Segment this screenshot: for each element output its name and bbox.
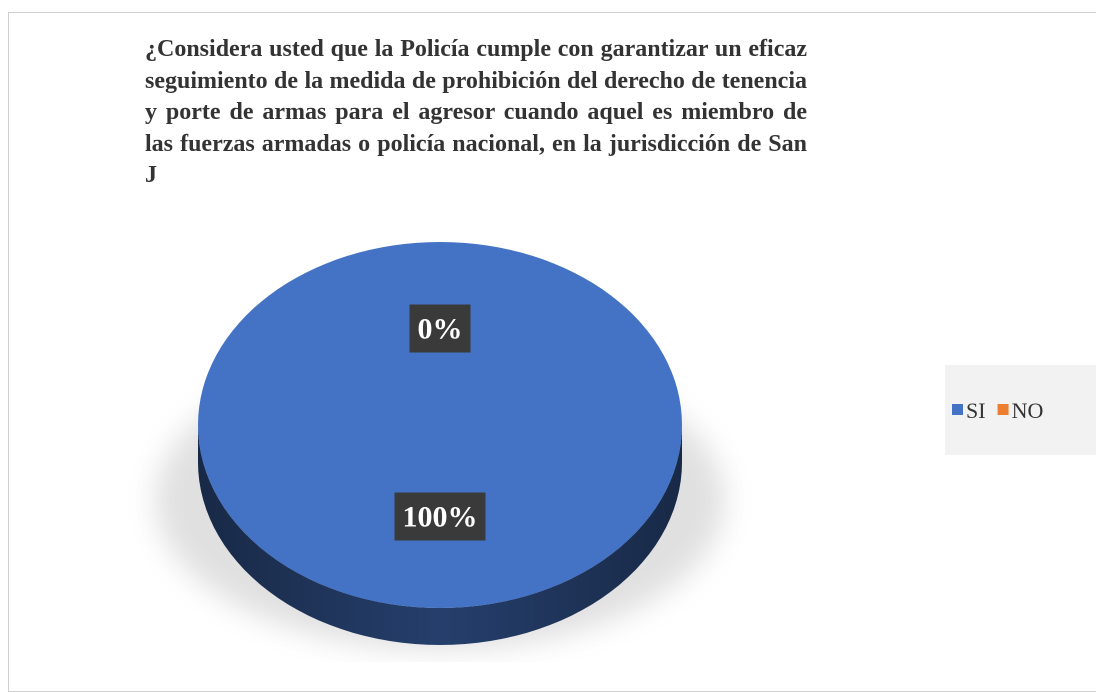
data-label-text: 0%	[418, 313, 463, 346]
page: ¿Considera usted que la Policía cumple c…	[8, 12, 1096, 692]
data-label: 100%	[394, 492, 486, 541]
pie-slice	[198, 242, 682, 608]
data-label-box	[409, 304, 471, 353]
legend-label: SI	[966, 398, 986, 423]
data-label-box	[394, 492, 486, 541]
chart-title: ¿Considera usted que la Policía cumple c…	[145, 36, 807, 188]
legend-swatch	[997, 404, 1009, 415]
data-label: 0%	[409, 304, 471, 353]
legend-box	[945, 365, 1096, 455]
chart: 100% 0% SI NO	[155, 242, 1096, 650]
pie-side-shade	[198, 425, 682, 645]
legend-swatch	[952, 404, 963, 415]
data-label-text: 100%	[403, 501, 478, 534]
legend-label: NO	[1012, 398, 1044, 423]
